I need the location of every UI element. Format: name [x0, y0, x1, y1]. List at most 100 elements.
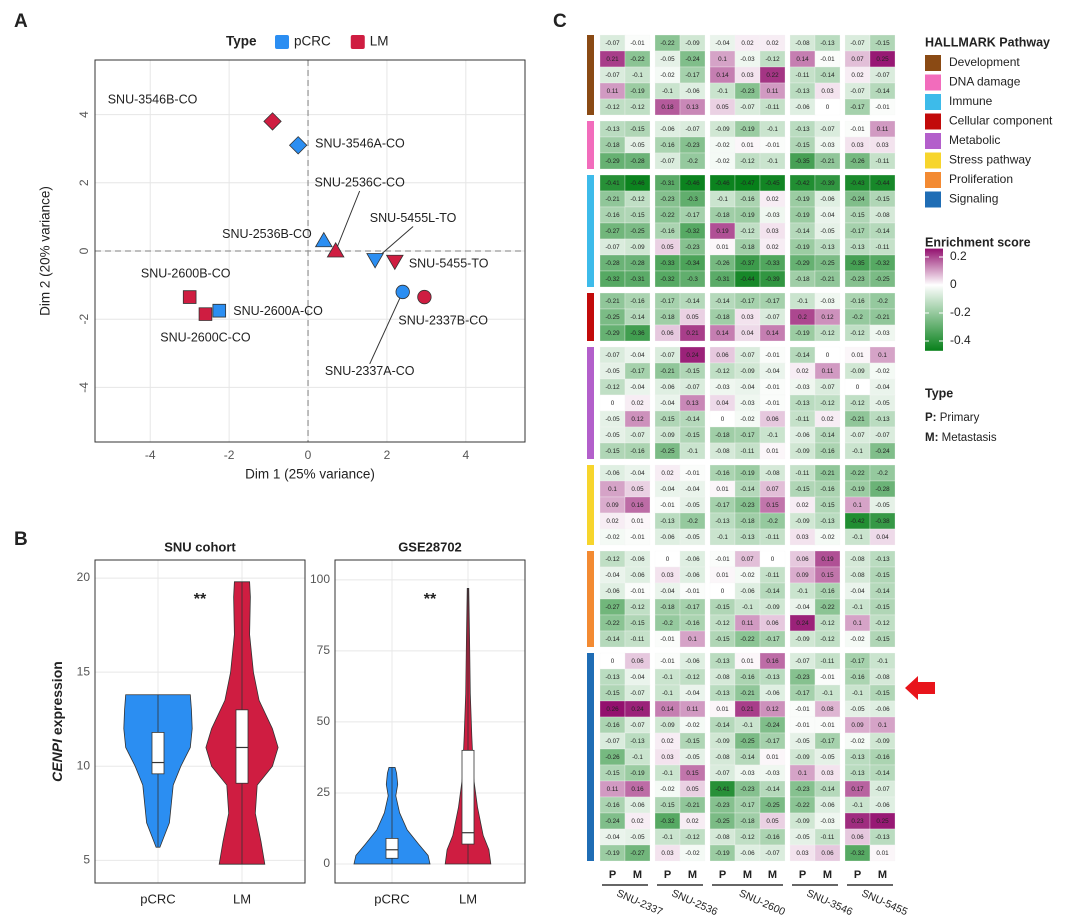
cell-label: -0.11: [741, 448, 755, 455]
legend-label: Signaling: [949, 192, 998, 206]
cell-label: -0.04: [630, 470, 645, 477]
cell-label: -0.13: [605, 674, 620, 681]
cell-label: -0.35: [850, 260, 865, 267]
cell-label: -0.27: [605, 228, 620, 235]
cell-label: -0.12: [685, 834, 700, 841]
heatmap-cell: [759, 152, 786, 170]
point: [263, 112, 282, 131]
cell-label: -0.06: [875, 706, 890, 713]
cell-label: -0.07: [765, 314, 780, 321]
cell-label: -0.03: [765, 212, 780, 219]
cell-label: -0.13: [795, 88, 810, 95]
cell-label: -0.04: [795, 604, 810, 611]
cell-label: 0.18: [661, 104, 674, 111]
cell-label: -0.1: [742, 722, 753, 729]
cell-label: 0.02: [796, 368, 809, 375]
cell-label: 0.03: [851, 142, 864, 149]
cell-label: -0.16: [605, 802, 620, 809]
cell-label: -0.15: [820, 502, 835, 509]
cell-label: -0.03: [740, 56, 755, 63]
cell-label: -0.15: [660, 802, 675, 809]
cell-label: -0.12: [740, 228, 755, 235]
cell-label: -0.47: [740, 180, 755, 187]
cell-label: 0.26: [606, 706, 619, 713]
cell-label: -0.25: [875, 276, 890, 283]
cell-label: -0.17: [740, 298, 755, 305]
point: [198, 307, 213, 321]
cell-label: -0.2: [767, 518, 778, 525]
cell-label: 0.15: [821, 572, 834, 579]
cell-label: -0.13: [820, 40, 835, 47]
type-label: Primary: [940, 412, 980, 424]
box: [461, 749, 475, 845]
cell-label: 0.02: [766, 40, 779, 47]
heatmap-cell: [759, 528, 786, 546]
cell-label: -0.15: [795, 486, 810, 493]
cell-label: -0.18: [740, 818, 755, 825]
cell-label: -0.15: [605, 770, 620, 777]
cell-label: -0.07: [795, 658, 810, 665]
column-name: SNU-5455: [860, 887, 910, 915]
point-label: SNU-5455-TO: [409, 257, 489, 271]
cell-label: -0.41: [715, 786, 730, 793]
x-tick-label: 2: [384, 448, 391, 462]
legend-label: Immune: [949, 94, 993, 108]
cell-label: -0.26: [850, 158, 865, 165]
cell-label: 0.06: [796, 556, 809, 563]
cell-label: -0.11: [876, 158, 890, 165]
cell-label: -0.25: [765, 802, 780, 809]
cell-label: -0.06: [630, 556, 645, 563]
cell-label: -0.13: [875, 834, 890, 841]
cell-label: -0.11: [766, 572, 780, 579]
cell-label: -0.07: [630, 722, 645, 729]
cell-label: 0.02: [631, 818, 644, 825]
cell-label: -0.15: [875, 196, 890, 203]
cell-label: -0.07: [875, 72, 890, 79]
cell-label: -0.12: [740, 158, 755, 165]
type-label: Metastasis: [942, 432, 997, 444]
cell-label: -0.09: [875, 738, 890, 745]
column-type: P: [854, 869, 861, 881]
cell-label: -0.07: [850, 432, 865, 439]
cell-label: -0.19: [795, 330, 810, 337]
cell-label: -0.18: [715, 432, 730, 439]
cell-label: -0.28: [630, 260, 645, 267]
cell-label: -0.16: [630, 448, 645, 455]
plot-border: [334, 559, 526, 884]
cell-label: -0.14: [765, 786, 780, 793]
arrow: [905, 676, 935, 700]
cell-label: 0.25: [876, 818, 889, 825]
cell-label: -0.04: [630, 352, 645, 359]
cell-label: -0.12: [850, 330, 865, 337]
point-label: SNU-2536B-CO: [222, 227, 312, 241]
cell-label: -0.17: [740, 432, 755, 439]
y-tick-label: 2: [77, 179, 91, 186]
cell-label: -0.21: [850, 416, 865, 423]
cell-label: -0.1: [852, 604, 863, 611]
cell-label: -0.1: [662, 674, 673, 681]
cell-label: -0.29: [795, 260, 810, 267]
cell-label: -0.24: [875, 448, 890, 455]
point: [395, 284, 410, 300]
cell-label: -0.07: [685, 126, 700, 133]
cell-label: -0.18: [605, 142, 620, 149]
cell-label: -0.05: [605, 432, 620, 439]
cell-label: -0.19: [630, 88, 645, 95]
cell-label: -0.16: [740, 196, 755, 203]
cell-label: -0.2: [687, 518, 698, 525]
cell-label: 0.14: [716, 72, 729, 79]
cell-label: -0.1: [767, 126, 778, 133]
cell-label: -0.07: [740, 352, 755, 359]
point-label: SNU-5455L-TO: [370, 211, 457, 225]
panel-label: C: [553, 11, 567, 32]
cell-label: -0.1: [797, 298, 808, 305]
cell-label: -0.15: [715, 604, 730, 611]
cell-label: -0.03: [715, 384, 730, 391]
cell-label: 0.21: [686, 330, 699, 337]
cell-label: -0.12: [630, 104, 645, 111]
cell-label: 0: [826, 104, 830, 111]
cell-label: 0.11: [687, 706, 699, 713]
cell-label: -0.14: [875, 588, 890, 595]
cell-label: -0.14: [685, 298, 700, 305]
cell-label: -0.18: [740, 244, 755, 251]
